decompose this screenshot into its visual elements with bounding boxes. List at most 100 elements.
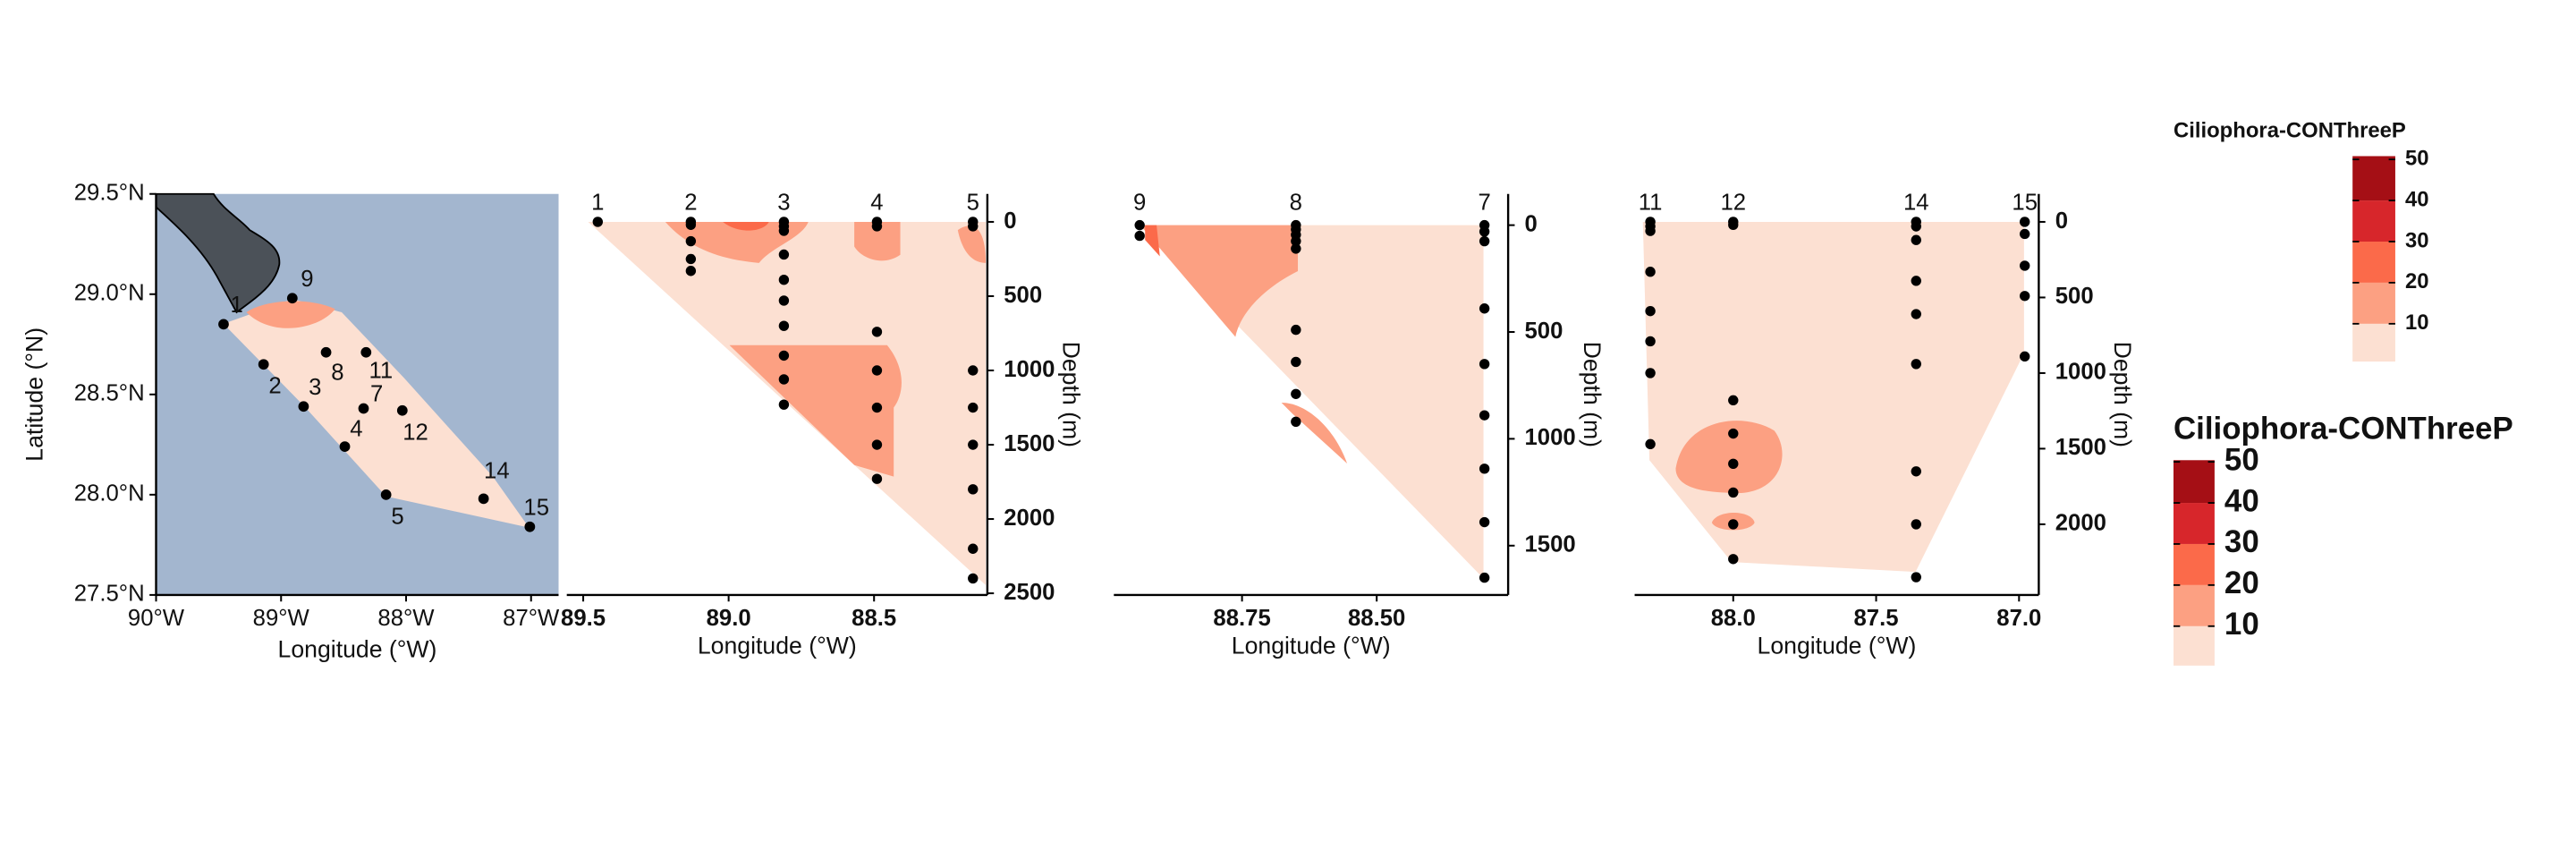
sample [1291,388,1301,399]
sample [1645,438,1656,450]
legend-swatch [2352,241,2395,283]
station-label: 12 [402,420,428,445]
x-tick-label: 88.0 [1711,606,1756,631]
y-tick-label: 0 [2055,208,2068,234]
legend-title: Ciliophora-CONThreeP [2174,411,2513,446]
y-axis-title: Depth (m) [2109,342,2136,447]
legend-label: 50 [2224,442,2259,477]
station [396,404,408,416]
sample [778,350,790,361]
sample [1645,267,1656,277]
y-tick-label: 1000 [1524,425,1575,450]
x-axis-title: Longitude (°W) [278,635,437,662]
station-label: 7 [370,382,383,407]
y-axis-title: Depth (m) [1579,342,1606,447]
legend-title: Ciliophora-CONThreeP [2174,118,2406,142]
sample [1479,516,1490,528]
contour-patch [246,301,335,328]
sample [685,219,697,230]
sample [1645,225,1656,236]
x-tick-label: 89.0 [707,606,751,631]
station-label: 4 [350,417,362,442]
station-label: 11 [1639,191,1663,216]
contour-patch [1140,225,1299,337]
legend-label: 30 [2405,228,2429,252]
station [524,521,536,532]
station-label: 2 [268,374,281,399]
sample [685,235,697,247]
sample [1479,410,1490,421]
y-axis-title: Depth (m) [1058,342,1085,447]
sample [685,253,697,265]
sample [2020,260,2030,271]
sample [871,221,883,232]
station-label: 7 [1478,191,1490,216]
y-tick-label: 1000 [1004,357,1055,382]
sample [2020,351,2030,362]
sample [1911,234,1921,245]
station-label: 1 [231,293,243,318]
x-tick-label: 90°W [128,606,185,631]
station [339,441,351,452]
contour-patch [957,225,987,263]
x-axis-title: Longitude (°W) [698,633,857,659]
y-tick-label: 1000 [2055,360,2106,385]
sample [1728,428,1739,439]
sample [2020,291,2030,302]
land [155,192,281,314]
legend-swatch [2173,625,2215,666]
x-tick-label: 88.50 [1348,606,1405,631]
station-label: 5 [391,504,403,529]
sample [1291,416,1301,427]
y-tick-label: 29.5°N [74,181,145,206]
station-label: 2 [684,191,697,216]
sample [1479,572,1490,583]
sample [1911,466,1921,477]
station-label: 9 [301,267,313,292]
station [360,346,372,358]
sample [1645,368,1656,378]
legend-label: 50 [2405,146,2429,170]
legend-label: 20 [2224,566,2259,600]
y-tick-label: 28.0°N [74,481,145,506]
station-label: 4 [870,191,883,216]
legend-swatch [2173,584,2215,626]
station-label: 5 [967,191,979,216]
y-tick-label: 2500 [1004,580,1055,605]
y-tick-label: 500 [1004,283,1042,308]
station [320,346,332,358]
y-tick-label: 29.0°N [74,281,145,306]
contour-patch [723,221,769,231]
y-axis-title: Latitude (°N) [21,327,47,462]
sample [592,217,603,227]
station-label: 15 [523,495,549,520]
station [478,493,489,505]
legend-swatch [2173,503,2215,544]
x-tick-label: 87°W [503,606,560,631]
sample [1479,303,1490,314]
sample [871,439,883,450]
sample [968,543,979,554]
x-tick-label: 87.0 [1996,606,2041,631]
station-label: 9 [1133,191,1146,216]
sample [1134,219,1145,231]
x-tick-label: 89.5 [561,606,606,631]
sample [685,266,697,276]
sample [2020,228,2030,240]
sample [1911,359,1921,370]
sample [968,402,979,413]
sample [1728,458,1739,470]
y-tick-label: 2000 [2055,511,2106,536]
sample [1291,243,1301,254]
station-label: 14 [1903,191,1929,216]
sample [1728,487,1739,498]
legend-swatch [2173,460,2215,504]
station-label: 12 [1720,191,1746,216]
sample [778,320,790,331]
sample [871,365,883,376]
x-axis-title: Longitude (°W) [1232,633,1391,659]
y-tick-label: 500 [2055,284,2094,309]
sample [2020,217,2030,227]
sample [1911,519,1921,530]
